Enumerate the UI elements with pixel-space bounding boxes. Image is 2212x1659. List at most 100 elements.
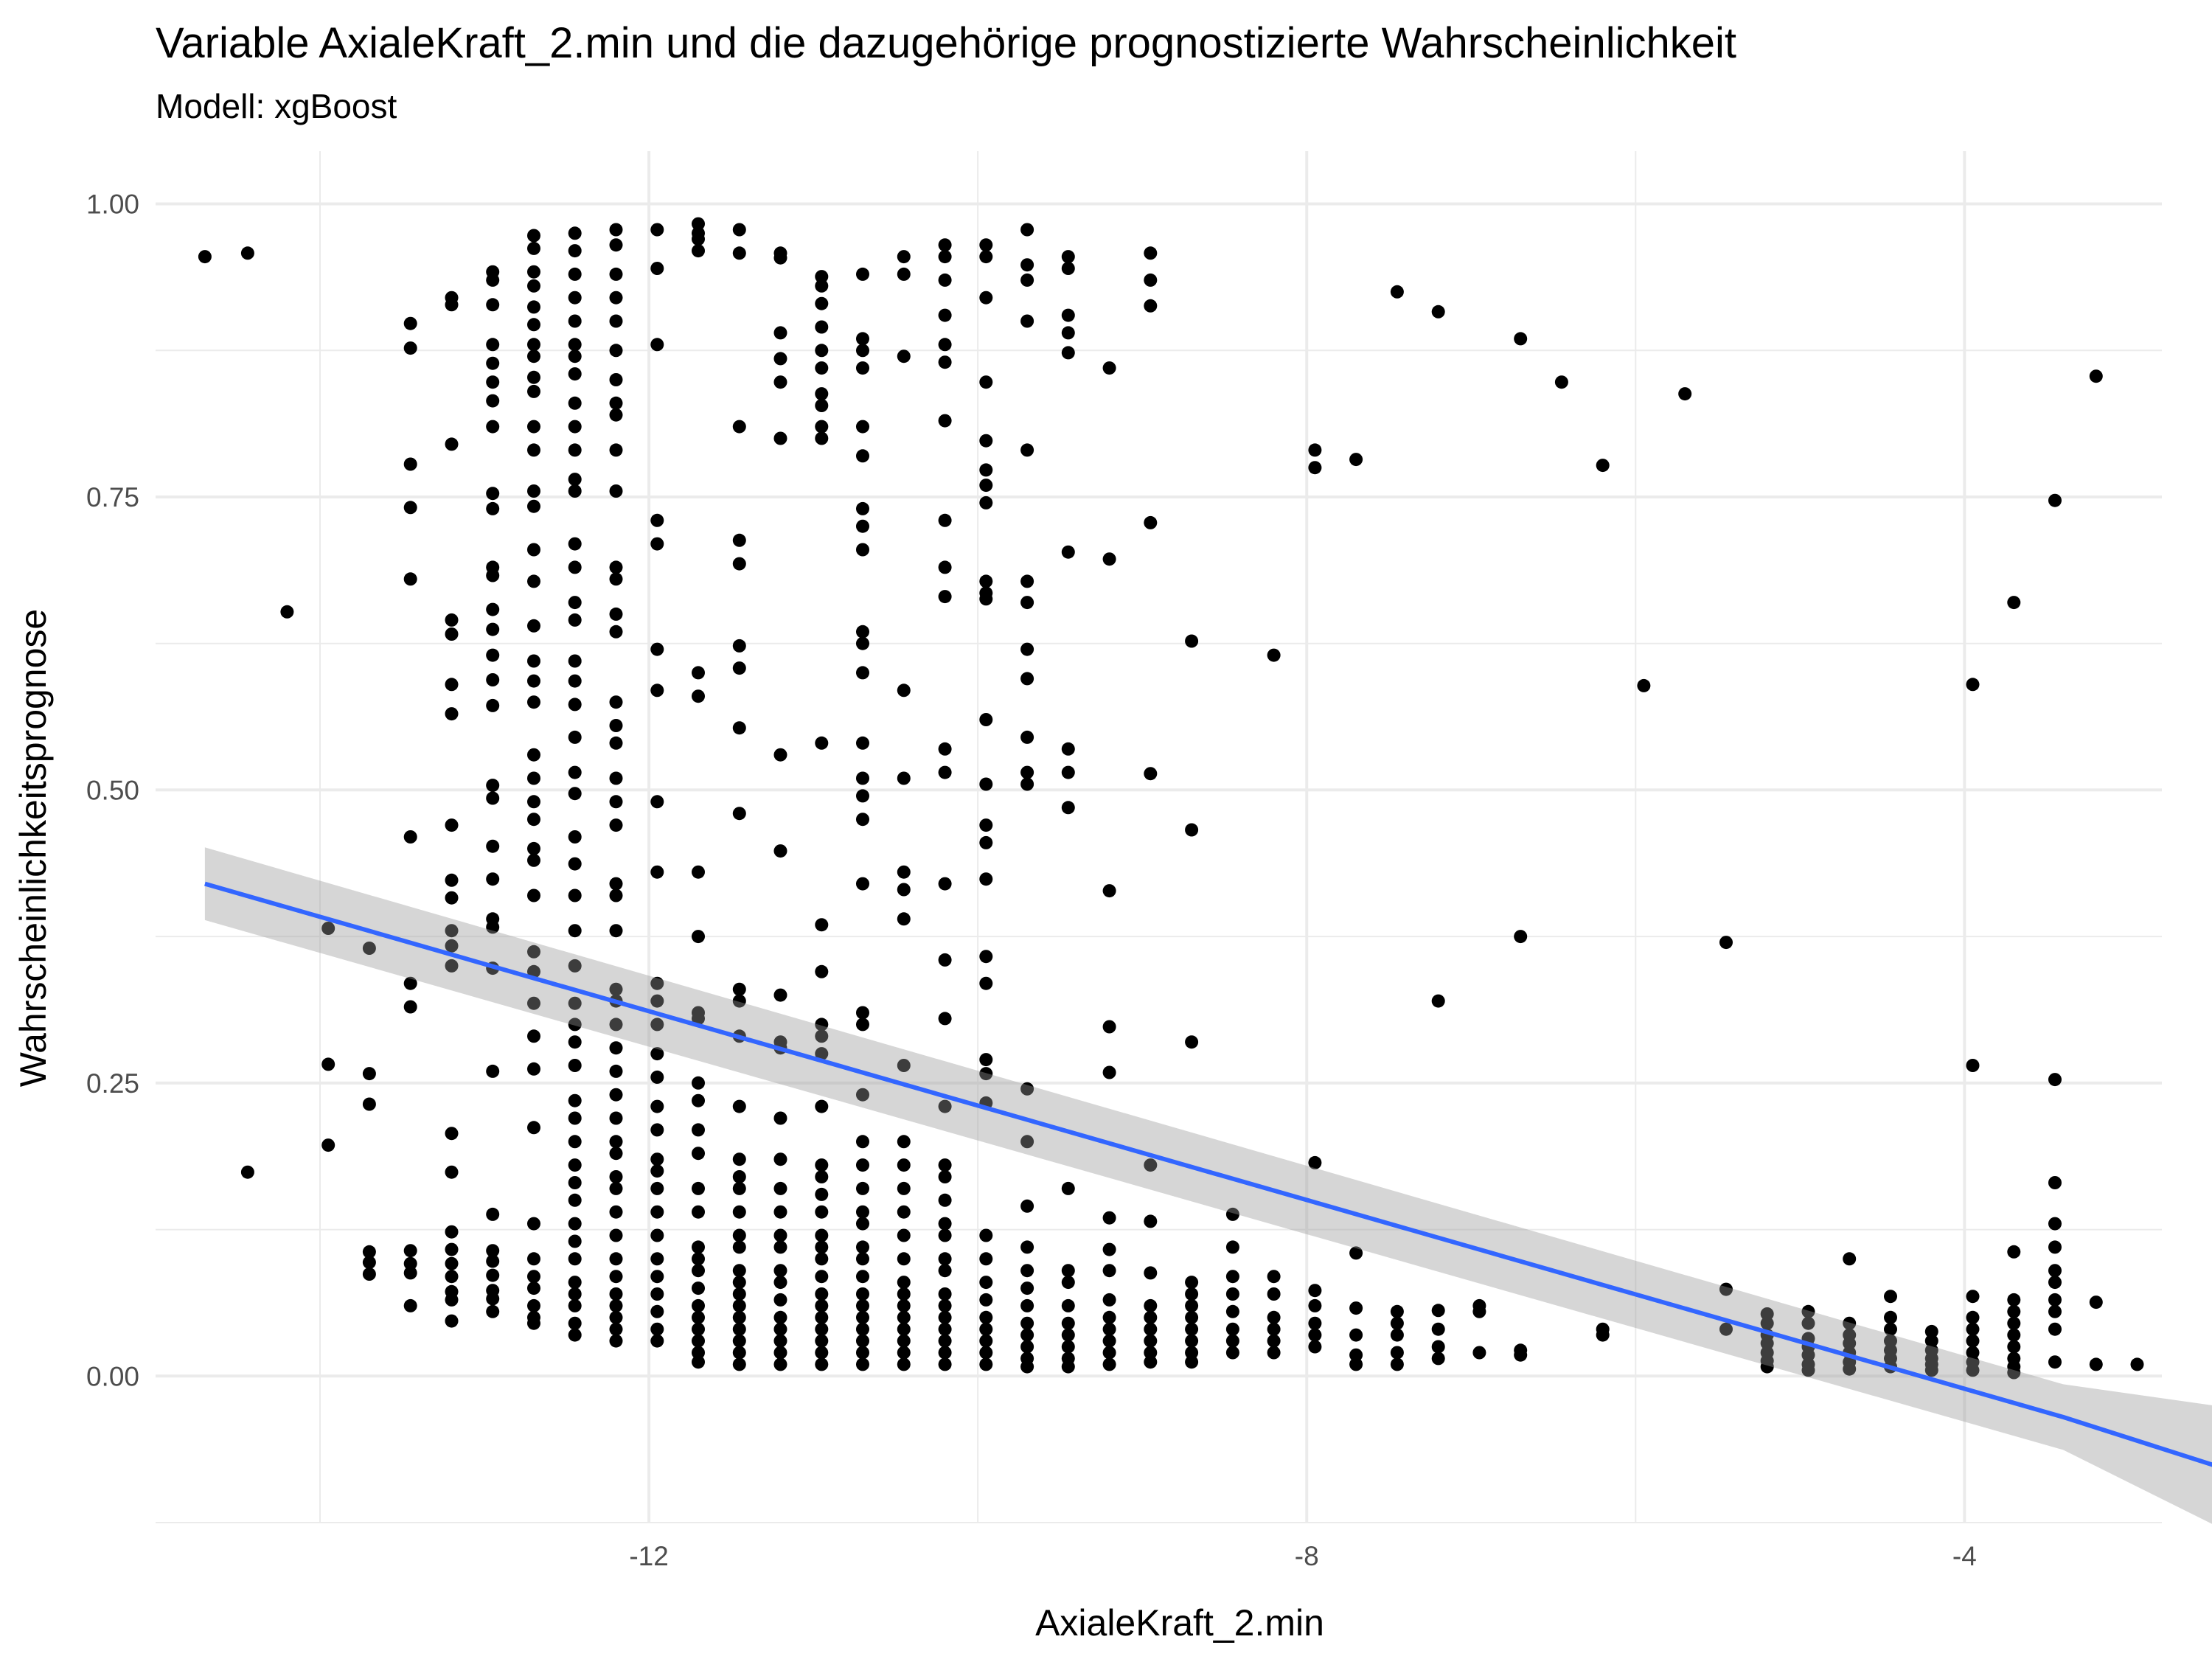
data-point [1308, 1284, 1322, 1298]
data-point [1061, 308, 1075, 322]
data-point [1185, 1287, 1199, 1301]
data-point [609, 267, 623, 281]
data-point [280, 605, 294, 619]
data-point [1020, 574, 1034, 588]
data-point [815, 1158, 829, 1172]
data-point [650, 537, 664, 551]
data-point [815, 361, 829, 375]
data-point [979, 574, 993, 588]
data-point [527, 619, 540, 633]
data-point [815, 964, 829, 978]
data-point [773, 1205, 787, 1219]
data-point [609, 291, 623, 305]
data-point [1760, 1360, 1774, 1374]
data-point [486, 394, 500, 408]
data-point [650, 976, 664, 990]
data-point [650, 1334, 664, 1348]
data-point [979, 777, 993, 791]
data-point [568, 1018, 582, 1032]
data-point [1801, 1316, 1815, 1330]
data-point [650, 1018, 664, 1032]
data-point [445, 939, 459, 953]
data-point [856, 877, 869, 891]
data-point [609, 344, 623, 358]
data-point [2007, 1304, 2021, 1318]
data-point [527, 748, 540, 762]
data-point [650, 795, 664, 809]
data-point [321, 922, 335, 935]
data-point [897, 1298, 911, 1312]
data-point [1308, 1316, 1322, 1330]
data-point [692, 1310, 705, 1324]
data-point [938, 1298, 952, 1312]
data-point [897, 1346, 911, 1360]
data-point [1061, 1298, 1075, 1312]
data-point [2048, 1240, 2062, 1254]
data-point [1144, 246, 1158, 260]
data-point [362, 942, 376, 955]
data-point [938, 560, 952, 574]
data-point [773, 1181, 787, 1195]
data-point [445, 873, 459, 887]
data-point [650, 1304, 664, 1318]
data-point [732, 661, 746, 675]
data-point [486, 791, 500, 805]
data-point [527, 1217, 540, 1231]
data-point [2089, 369, 2103, 383]
data-point [938, 1346, 952, 1360]
data-point [2048, 1264, 2062, 1278]
data-point [1966, 1059, 1980, 1072]
data-point [979, 375, 993, 389]
data-point [240, 246, 254, 260]
data-point [732, 994, 746, 1008]
data-point [1185, 1035, 1199, 1049]
data-point [2130, 1357, 2144, 1371]
data-point [732, 557, 746, 571]
data-point [2048, 1176, 2062, 1189]
data-point [1719, 1322, 1733, 1336]
data-point [856, 1357, 869, 1371]
data-point [1843, 1252, 1857, 1266]
data-point [1267, 1270, 1281, 1284]
data-point [527, 813, 540, 827]
data-point [897, 250, 911, 264]
data-point [527, 300, 540, 314]
data-point [732, 1170, 746, 1183]
data-point [527, 574, 540, 588]
data-point [1225, 1287, 1239, 1301]
data-point [773, 431, 787, 445]
data-point [938, 1012, 952, 1026]
data-point [362, 1256, 376, 1270]
data-point [609, 795, 623, 809]
data-point [732, 533, 746, 547]
data-point [856, 543, 869, 557]
data-point [1472, 1346, 1486, 1360]
data-point [609, 560, 623, 574]
data-point [979, 1322, 993, 1336]
data-point [1431, 1322, 1445, 1336]
data-point [1020, 1328, 1034, 1342]
data-point [856, 666, 869, 680]
data-point [773, 251, 787, 265]
data-point [609, 1135, 623, 1149]
data-point [2048, 1322, 2062, 1336]
data-point [1102, 1334, 1116, 1348]
data-point [1390, 1346, 1404, 1360]
data-point [362, 1097, 376, 1111]
data-point [527, 695, 540, 709]
data-point [1144, 299, 1158, 313]
data-point [486, 501, 500, 515]
data-point [1349, 1301, 1363, 1315]
data-point [650, 1287, 664, 1301]
data-point [2007, 1366, 2021, 1380]
data-point [856, 636, 869, 650]
data-point [527, 229, 540, 243]
data-point [938, 338, 952, 352]
data-point [1514, 332, 1528, 346]
data-point [650, 994, 664, 1008]
data-point [568, 349, 582, 364]
data-point [609, 572, 623, 586]
data-point [1431, 1340, 1445, 1354]
data-point [486, 1304, 500, 1318]
data-point [692, 1093, 705, 1107]
